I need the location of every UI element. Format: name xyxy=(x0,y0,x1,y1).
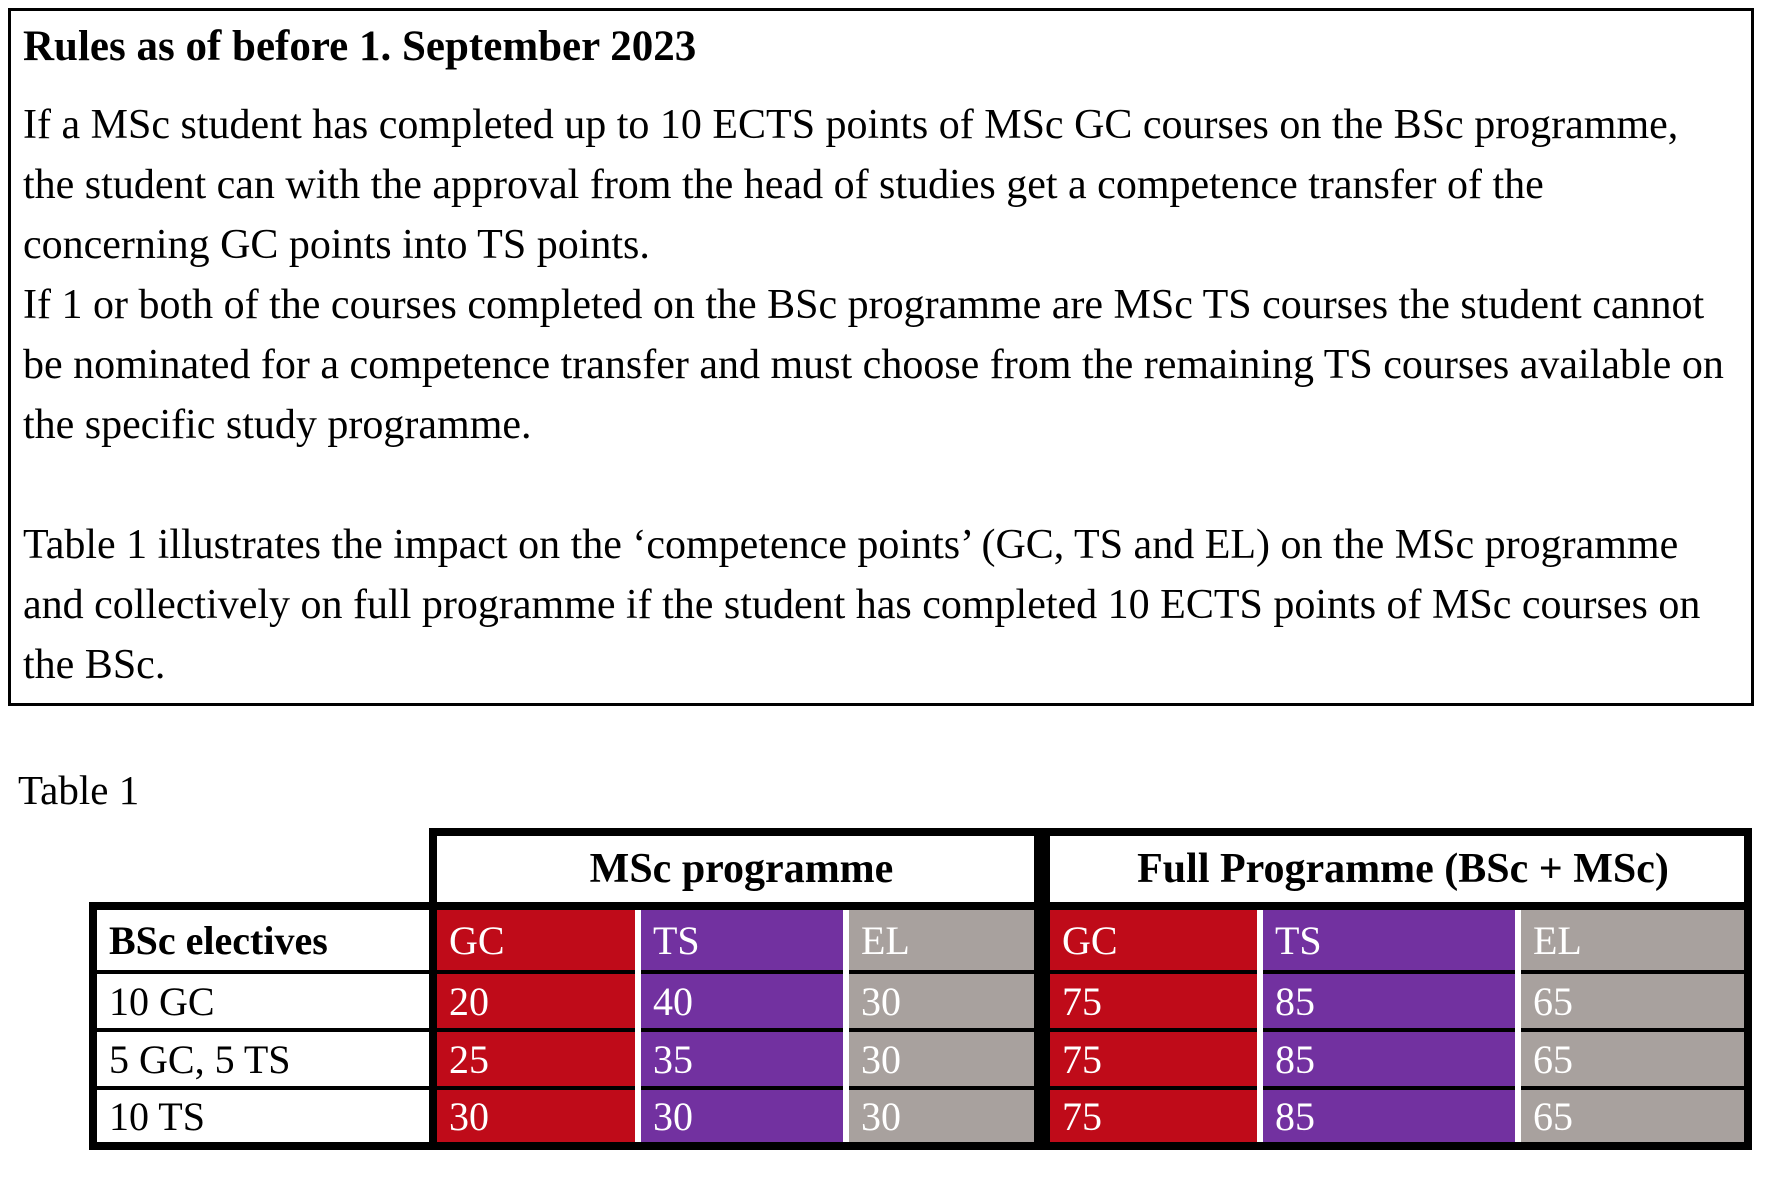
rules-box: Rules as of before 1. September 2023 If … xyxy=(8,8,1754,706)
row-header-bsc-electives: BSc electives xyxy=(89,902,437,974)
value-cell: 30 xyxy=(843,1028,1050,1090)
value-cell: 75 xyxy=(1039,1086,1263,1150)
value-cell: 30 xyxy=(843,1086,1050,1150)
value-cell: 75 xyxy=(1039,970,1263,1032)
points-table: MSc programme Full Programme (BSc + MSc)… xyxy=(89,828,1752,1150)
value-cell: 30 xyxy=(635,1086,849,1150)
section-header-msc: MSc programme xyxy=(429,828,1050,910)
points-table-wrapper: MSc programme Full Programme (BSc + MSc)… xyxy=(89,828,1752,1150)
col-header-msc-gc: GC xyxy=(430,902,641,974)
col-header-full-ts: TS xyxy=(1257,902,1521,974)
rules-paragraph-2: If 1 or both of the courses completed on… xyxy=(23,282,1724,448)
rules-paragraph-3: Table 1 illustrates the impact on the ‘c… xyxy=(23,522,1701,688)
column-header-row: BSc electives GC TS EL GC TS EL xyxy=(89,902,1752,974)
row-label: 5 GC, 5 TS xyxy=(89,1028,437,1090)
col-header-msc-el: EL xyxy=(843,902,1050,974)
table-row-10ts: 10 TS 30 30 30 75 85 65 xyxy=(89,1086,1752,1150)
value-cell: 30 xyxy=(430,1086,641,1150)
value-cell: 65 xyxy=(1515,1028,1752,1090)
empty-corner-cell xyxy=(93,832,433,906)
rules-paragraph-1: If a MSc student has completed up to 10 … xyxy=(23,102,1679,268)
value-cell: 65 xyxy=(1515,1086,1752,1150)
col-header-msc-ts: TS xyxy=(635,902,849,974)
row-label: 10 GC xyxy=(89,970,437,1032)
value-cell: 35 xyxy=(635,1028,849,1090)
table-label: Table 1 xyxy=(18,767,140,813)
value-cell: 65 xyxy=(1515,970,1752,1032)
value-cell: 40 xyxy=(635,970,849,1032)
table-row-5gc5ts: 5 GC, 5 TS 25 35 30 75 85 65 xyxy=(89,1028,1752,1090)
section-header-full: Full Programme (BSc + MSc) xyxy=(1038,828,1752,910)
col-header-full-gc: GC xyxy=(1039,902,1263,974)
col-header-full-el: EL xyxy=(1515,902,1752,974)
value-cell: 85 xyxy=(1257,1086,1521,1150)
rules-title: Rules as of before 1. September 2023 xyxy=(23,23,697,70)
value-cell: 25 xyxy=(430,1028,641,1090)
row-label: 10 TS xyxy=(89,1086,437,1150)
value-cell: 75 xyxy=(1039,1028,1263,1090)
value-cell: 20 xyxy=(430,970,641,1032)
value-cell: 85 xyxy=(1257,970,1521,1032)
value-cell: 30 xyxy=(843,970,1050,1032)
section-header-row: MSc programme Full Programme (BSc + MSc) xyxy=(93,828,1752,910)
value-cell: 85 xyxy=(1257,1028,1521,1090)
table-row-10gc: 10 GC 20 40 30 75 85 65 xyxy=(89,970,1752,1032)
